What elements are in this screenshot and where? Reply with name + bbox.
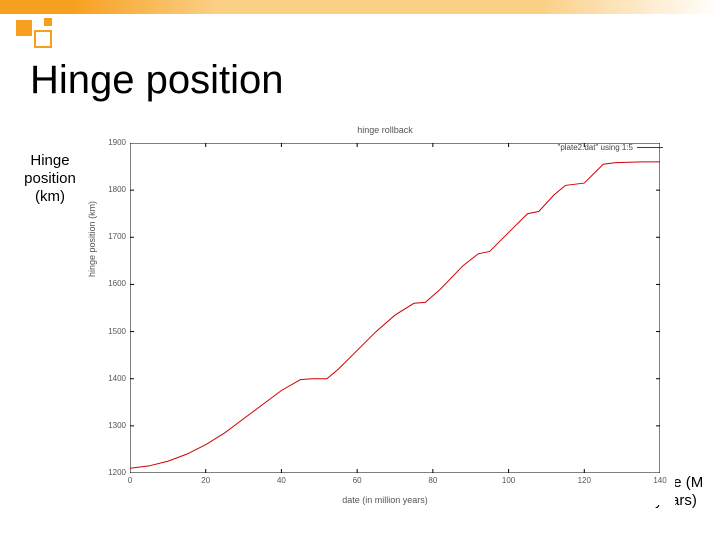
y-tick: 1600: [98, 279, 126, 288]
x-tick: 60: [345, 476, 369, 485]
x-tick: 120: [572, 476, 596, 485]
x-tick: 100: [497, 476, 521, 485]
chart: hinge rollback hinge position (km) "plat…: [95, 125, 675, 505]
header-bar: [0, 0, 720, 14]
x-tick: 80: [421, 476, 445, 485]
x-tick: 40: [269, 476, 293, 485]
chart-ylabel-inner: hinge position (km): [87, 201, 97, 277]
y-tick: 1300: [98, 421, 126, 430]
y-tick: 1800: [98, 185, 126, 194]
y-tick: 1700: [98, 232, 126, 241]
x-tick: 20: [194, 476, 218, 485]
y-axis-label: Hinge position (km): [10, 152, 90, 206]
chart-title: hinge rollback: [95, 125, 675, 135]
header-square: [16, 20, 32, 36]
header-square: [34, 30, 52, 48]
x-tick: 140: [648, 476, 672, 485]
plot-svg: [130, 143, 660, 473]
x-tick: 0: [118, 476, 142, 485]
y-tick: 1900: [98, 138, 126, 147]
chart-xlabel-inner: date (in million years): [95, 495, 675, 505]
y-tick: 1500: [98, 327, 126, 336]
y-tick: 1400: [98, 374, 126, 383]
header-square: [44, 18, 52, 26]
page-title: Hinge position: [30, 58, 284, 103]
